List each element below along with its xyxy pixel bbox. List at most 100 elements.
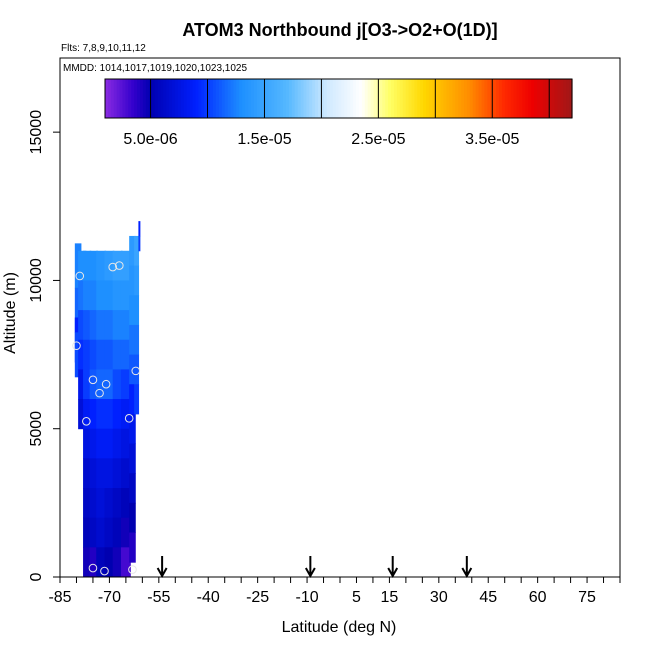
colorbar-swatch — [534, 79, 538, 118]
heatmap-cell — [112, 488, 123, 519]
colorbar-swatch — [402, 79, 407, 118]
x-tick-label: 15 — [381, 589, 399, 606]
colorbar-swatch — [493, 79, 497, 118]
heatmap-cell — [89, 250, 98, 281]
colorbar-swatch — [201, 79, 205, 118]
colorbar-swatch — [455, 79, 459, 118]
heatmap-cell — [112, 310, 123, 341]
heatmap-cell — [120, 250, 131, 281]
colorbar-swatch — [137, 79, 141, 118]
flight-point — [95, 388, 104, 398]
colorbar-swatch — [157, 79, 162, 118]
chart-title: ATOM3 Northbound j[O3->O2+O(1D)] — [182, 20, 497, 40]
heatmap-cell — [112, 517, 123, 548]
colorbar-swatch — [134, 79, 138, 118]
colorbar-swatch — [288, 79, 293, 118]
colorbar-swatch — [499, 79, 503, 118]
colorbar-swatch — [464, 79, 468, 118]
colorbar-swatch — [256, 79, 261, 118]
colorbar-swatch — [466, 79, 471, 118]
x-tick-label: 75 — [578, 589, 596, 606]
colorbar-swatch — [367, 79, 372, 118]
heatmap-cell — [120, 547, 131, 578]
heatmap-cell — [120, 488, 131, 519]
colorbar-swatch — [163, 79, 167, 118]
colorbar-swatch — [388, 79, 392, 118]
colorbar-swatch — [110, 79, 115, 118]
colorbar-swatch — [542, 79, 547, 118]
heatmap-cell — [134, 295, 140, 326]
flight-point — [75, 271, 85, 281]
heatmap-cell — [89, 369, 98, 400]
colorbar-swatch — [408, 79, 413, 118]
arrow — [387, 556, 399, 579]
heatmap-cell — [129, 473, 136, 504]
x-tick-label: -40 — [197, 589, 220, 606]
heatmap-cell — [120, 399, 131, 430]
colorbar-swatch — [207, 79, 211, 118]
heatmap-cell — [83, 310, 92, 341]
heatmap-cell — [96, 280, 107, 311]
colorbar-swatch — [531, 79, 535, 118]
colorbar-swatch — [411, 79, 415, 118]
colorbar-swatch — [318, 79, 322, 118]
heatmap-cell — [83, 517, 92, 548]
colorbar-swatch — [528, 79, 532, 118]
heatmap-cell — [134, 235, 140, 267]
colorbar-swatch — [475, 79, 480, 118]
heatmap-cell — [129, 532, 136, 563]
colorbar-swatch — [496, 79, 500, 118]
colorbar-swatch — [379, 79, 383, 118]
colorbar-swatch — [364, 79, 369, 118]
colorbar-swatch — [420, 79, 424, 118]
heatmap-cell — [83, 250, 92, 281]
colorbar-swatch — [487, 79, 491, 118]
colorbar-swatch — [443, 79, 448, 118]
heatmap-cell — [104, 399, 115, 430]
colorbar-swatch — [461, 79, 465, 118]
colorbar-swatch — [361, 79, 366, 118]
colorbar-swatch — [563, 79, 567, 118]
heatmap-cell — [89, 399, 98, 430]
heatmap-cells — [74, 221, 141, 578]
flight-points — [72, 261, 141, 576]
heatmap-cell — [120, 517, 131, 548]
colorbar-swatch — [151, 79, 156, 118]
heatmap-cell — [89, 547, 98, 578]
heatmap-cell — [78, 369, 87, 400]
heatmap-cell — [83, 369, 92, 400]
colorbar-swatch — [218, 79, 223, 118]
colorbar-swatch — [344, 79, 348, 118]
x-tick-label: -25 — [246, 589, 269, 606]
heatmap-cell — [89, 458, 98, 489]
y-tick-label: 0 — [28, 572, 45, 581]
heatmap-cell — [78, 339, 87, 370]
heatmap-cell — [129, 265, 136, 296]
colorbar-swatch — [440, 79, 445, 118]
heatmap-cell — [129, 443, 136, 474]
colorbar-swatch — [227, 79, 232, 118]
colorbar-swatch — [452, 79, 456, 118]
colorbar-swatch — [446, 79, 451, 118]
colorbar-swatch — [358, 79, 363, 118]
colorbar-swatch — [250, 79, 255, 118]
colorbar-swatch — [510, 79, 515, 118]
colorbar-swatch — [294, 79, 299, 118]
colorbar-swatch — [198, 79, 202, 118]
x-tick-label: 5 — [352, 589, 361, 606]
colorbar-swatch — [125, 79, 129, 118]
colorbar-swatch — [131, 79, 135, 118]
heatmap-cell — [104, 458, 115, 489]
colorbar-tick-label: 1.5e-05 — [237, 131, 291, 148]
flight-point — [101, 379, 111, 389]
colorbar-tick-label: 2.5e-05 — [351, 131, 405, 148]
colorbar-swatch — [566, 79, 570, 118]
heatmap-cell — [78, 250, 87, 281]
colorbar-tick-label: 3.5e-05 — [465, 131, 519, 148]
colorbar-swatch — [140, 79, 144, 118]
colorbar-swatch — [233, 79, 237, 118]
x-tick-label: -55 — [147, 589, 170, 606]
colorbar-swatch — [501, 79, 506, 118]
flight-point — [88, 563, 98, 573]
colorbar-swatch — [347, 79, 351, 118]
